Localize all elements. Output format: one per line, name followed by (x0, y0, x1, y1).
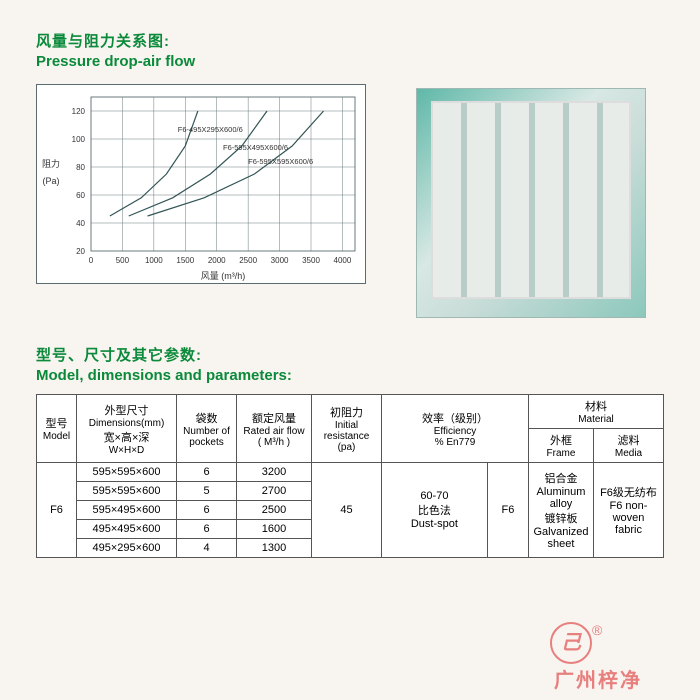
cell-efficiency: 60-70 比色法 Dust-spot (382, 463, 488, 558)
hdr-eff-en: Efficiency (386, 426, 524, 437)
cell-pockets: 6 (177, 463, 237, 482)
section1-title-cn: 风量与阻力关系图: (36, 30, 664, 51)
cell-initres: 45 (312, 463, 382, 558)
section2-title-cn: 型号、尺寸及其它参数: (36, 344, 664, 365)
hdr-eff-cn: 效率（级别） (386, 410, 524, 426)
hdr-frame-cn: 外框 (533, 432, 589, 448)
cell-eff-grade: F6 (487, 463, 528, 558)
svg-text:2500: 2500 (239, 256, 257, 265)
hdr-frame-en: Frame (533, 448, 589, 459)
hdr-media-cn: 滤料 (598, 432, 659, 448)
hdr-dims-suben: W×H×D (81, 445, 172, 456)
section2-title-en: Model, dimensions and parameters: (36, 367, 664, 384)
svg-text:F6-595X495X600/6: F6-595X495X600/6 (223, 143, 288, 152)
hdr-dims-subcn: 宽×高×深 (81, 429, 172, 445)
svg-text:(Pa): (Pa) (42, 176, 59, 186)
svg-text:2000: 2000 (208, 256, 226, 265)
svg-text:F6-595X595X600/6: F6-595X595X600/6 (248, 157, 313, 166)
hdr-airflow-cn: 额定风量 (241, 410, 307, 426)
cell-airflow: 2700 (237, 482, 312, 501)
svg-text:100: 100 (72, 135, 86, 144)
hdr-material-cn: 材料 (533, 398, 659, 414)
cell-pockets: 6 (177, 501, 237, 520)
table-row: F6595×595×600632004560-70 比色法 Dust-spotF… (37, 463, 664, 482)
hdr-model-en: Model (41, 431, 72, 442)
svg-text:0: 0 (89, 256, 94, 265)
section1-title-en: Pressure drop-air flow (36, 53, 664, 70)
svg-text:60: 60 (76, 191, 85, 200)
svg-text:120: 120 (72, 107, 86, 116)
watermark-text: 广州梓净 (554, 664, 670, 693)
cell-media: F6级无纺布 F6 non-woven fabric (594, 463, 664, 558)
svg-text:3000: 3000 (271, 256, 289, 265)
hdr-model-cn: 型号 (41, 415, 72, 431)
chart-container: 0 500 1000 1500 2000 2500 3000 3500 4000 20 40 60 80… (36, 78, 366, 318)
cell-dims: 495×295×600 (77, 539, 177, 558)
svg-text:1000: 1000 (145, 256, 163, 265)
svg-text:风量 (m³/h): 风量 (m³/h) (201, 271, 246, 281)
cell-dims: 595×495×600 (77, 501, 177, 520)
svg-text:3500: 3500 (302, 256, 320, 265)
cell-model: F6 (37, 463, 77, 558)
cell-airflow: 2500 (237, 501, 312, 520)
table-head-row: 型号 Model 外型尺寸 Dimensions(mm) 宽×高×深 W×H×D… (37, 395, 664, 429)
spec-table: 型号 Model 外型尺寸 Dimensions(mm) 宽×高×深 W×H×D… (36, 394, 664, 558)
watermark-logo: 己® 广州梓净 (550, 622, 670, 682)
cell-dims: 495×495×600 (77, 520, 177, 539)
cell-airflow: 1300 (237, 539, 312, 558)
hdr-dims-cn: 外型尺寸 (81, 402, 172, 418)
svg-text:40: 40 (76, 219, 85, 228)
svg-text:80: 80 (76, 163, 85, 172)
cell-airflow: 3200 (237, 463, 312, 482)
hdr-initres-cn: 初阻力 (316, 404, 377, 420)
svg-text:阻力: 阻力 (42, 158, 60, 169)
svg-text:1500: 1500 (176, 256, 194, 265)
cell-frame: 铝合金 Aluminum alloy 镀锌板 Galvanized sheet (529, 463, 594, 558)
svg-text:F6-495X295X600/6: F6-495X295X600/6 (178, 125, 243, 134)
product-photo (416, 88, 646, 318)
hdr-initres-unit: (pa) (316, 442, 377, 453)
watermark-symbol: 己 (550, 622, 592, 664)
top-row: 0 500 1000 1500 2000 2500 3000 3500 4000 20 40 60 80… (36, 78, 664, 318)
cell-pockets: 4 (177, 539, 237, 558)
section-pressure-drop: 风量与阻力关系图: Pressure drop-air flow (36, 30, 664, 70)
hdr-pockets-en: Number of pockets (181, 426, 232, 448)
watermark-reg: ® (592, 622, 602, 638)
svg-text:500: 500 (116, 256, 130, 265)
hdr-pockets-cn: 袋数 (181, 410, 232, 426)
cell-dims: 595×595×600 (77, 482, 177, 501)
svg-text:4000: 4000 (334, 256, 352, 265)
cell-pockets: 6 (177, 520, 237, 539)
pressure-drop-chart: 0 500 1000 1500 2000 2500 3000 3500 4000 20 40 60 80… (36, 84, 366, 284)
chart-svg: 0 500 1000 1500 2000 2500 3000 3500 4000 20 40 60 80… (37, 85, 367, 285)
section-parameters: 型号、尺寸及其它参数: Model, dimensions and parame… (36, 344, 664, 558)
hdr-media-en: Media (598, 448, 659, 459)
hdr-airflow-en: Rated air flow (241, 426, 307, 437)
hdr-eff-unit: % En779 (386, 437, 524, 448)
hdr-dims-en: Dimensions(mm) (81, 418, 172, 429)
hdr-initres-en: Initial resistance (316, 420, 377, 442)
svg-text:20: 20 (76, 247, 85, 256)
cell-airflow: 1600 (237, 520, 312, 539)
hdr-material-en: Material (533, 414, 659, 425)
cell-dims: 595×595×600 (77, 463, 177, 482)
hdr-airflow-unit: ( M³/h ) (241, 437, 307, 448)
cell-pockets: 5 (177, 482, 237, 501)
